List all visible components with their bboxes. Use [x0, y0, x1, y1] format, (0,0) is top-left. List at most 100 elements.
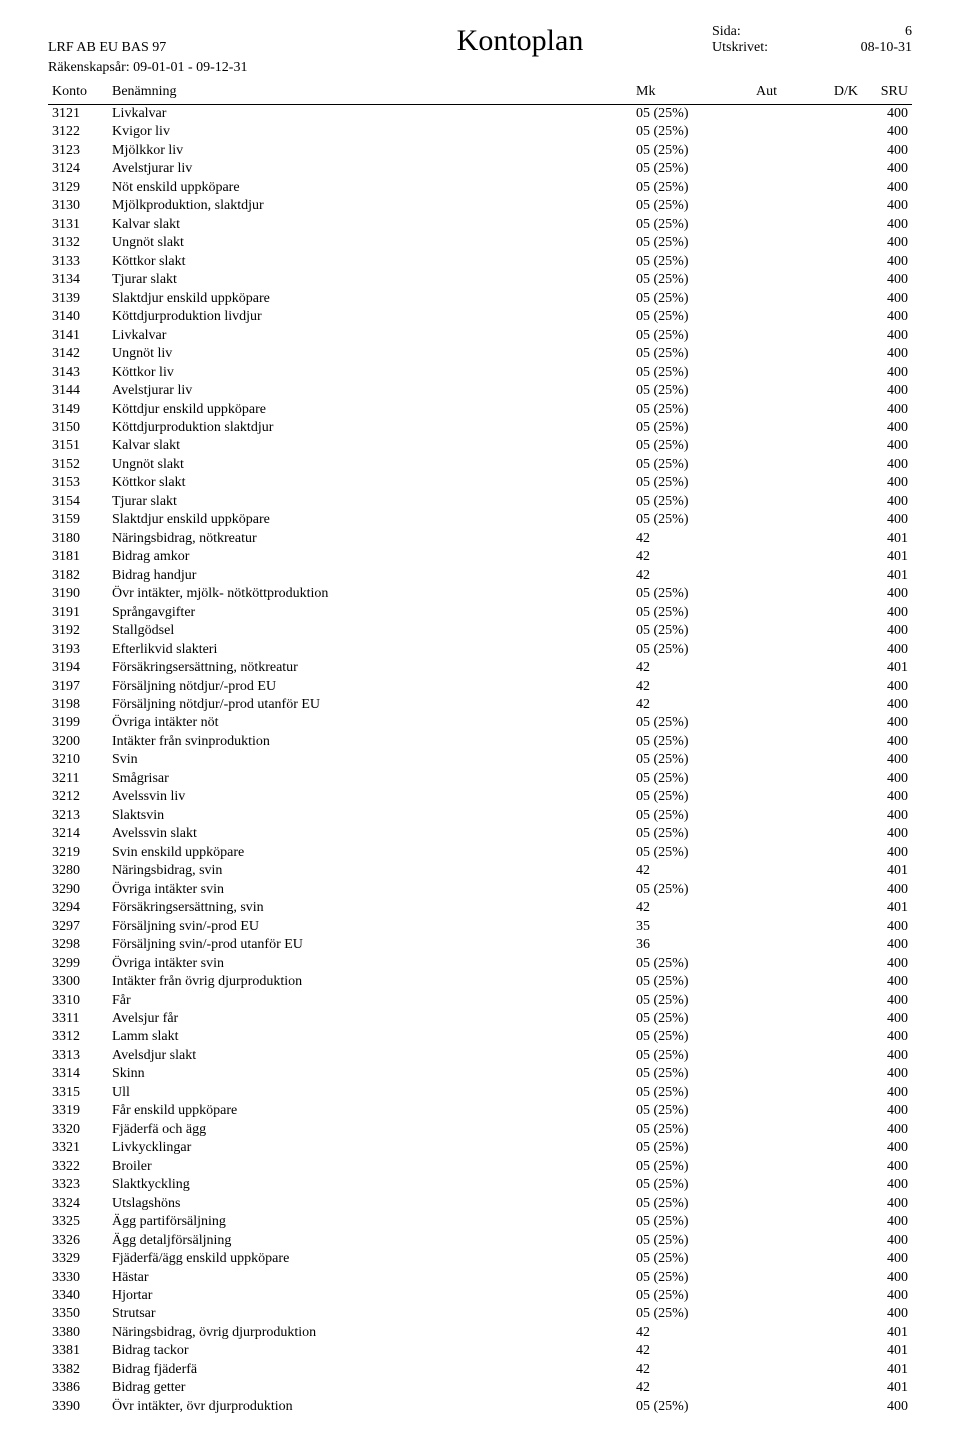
cell-benamning: Mjölkproduktion, slaktdjur — [108, 197, 632, 215]
cell-mk: 05 (25%) — [632, 1102, 752, 1120]
cell-mk: 05 (25%) — [632, 825, 752, 843]
table-row: 3122Kvigor liv05 (25%)400 — [48, 123, 912, 141]
table-row: 3313Avelsdjur slakt05 (25%)400 — [48, 1047, 912, 1065]
cell-dk — [812, 881, 862, 899]
cell-mk: 05 (25%) — [632, 179, 752, 197]
cell-mk: 05 (25%) — [632, 1287, 752, 1305]
cell-sru: 400 — [862, 918, 912, 936]
cell-mk: 05 (25%) — [632, 1398, 752, 1416]
cell-mk: 05 (25%) — [632, 1065, 752, 1083]
table-row: 3211Smågrisar05 (25%)400 — [48, 770, 912, 788]
table-row: 3300Intäkter från övrig djurproduktion05… — [48, 973, 912, 991]
cell-sru: 401 — [862, 530, 912, 548]
cell-konto: 3182 — [48, 567, 108, 585]
cell-benamning: Livkalvar — [108, 327, 632, 345]
cell-sru: 400 — [862, 123, 912, 141]
cell-sru: 400 — [862, 234, 912, 252]
cell-mk: 05 (25%) — [632, 197, 752, 215]
cell-aut — [752, 179, 812, 197]
cell-konto: 3212 — [48, 788, 108, 806]
cell-aut — [752, 197, 812, 215]
cell-mk: 05 (25%) — [632, 714, 752, 732]
cell-mk: 42 — [632, 899, 752, 917]
cell-konto: 3319 — [48, 1102, 108, 1120]
table-row: 3214Avelssvin slakt05 (25%)400 — [48, 825, 912, 843]
cell-mk: 05 (25%) — [632, 1195, 752, 1213]
cell-aut — [752, 1065, 812, 1083]
table-row: 3340Hjortar05 (25%)400 — [48, 1287, 912, 1305]
cell-konto: 3123 — [48, 142, 108, 160]
cell-aut — [752, 1176, 812, 1194]
table-row: 3299Övriga intäkter svin05 (25%)400 — [48, 955, 912, 973]
printed-label: Utskrivet: — [712, 40, 768, 56]
cell-aut — [752, 1139, 812, 1157]
cell-mk: 05 (25%) — [632, 327, 752, 345]
cell-konto: 3297 — [48, 918, 108, 936]
cell-mk: 05 (25%) — [632, 1028, 752, 1046]
table-row: 3123Mjölkkor liv05 (25%)400 — [48, 142, 912, 160]
cell-mk: 05 (25%) — [632, 493, 752, 511]
table-row: 3192Stallgödsel05 (25%)400 — [48, 622, 912, 640]
cell-dk — [812, 123, 862, 141]
cell-sru: 400 — [862, 1195, 912, 1213]
cell-sru: 401 — [862, 567, 912, 585]
table-row: 3152Ungnöt slakt05 (25%)400 — [48, 456, 912, 474]
cell-konto: 3325 — [48, 1213, 108, 1231]
cell-dk — [812, 1361, 862, 1379]
cell-sru: 400 — [862, 807, 912, 825]
cell-aut — [752, 548, 812, 566]
cell-aut — [752, 123, 812, 141]
header-meta: Sida: 6 Utskrivet: 08-10-31 — [712, 24, 912, 56]
cell-dk — [812, 327, 862, 345]
cell-dk — [812, 548, 862, 566]
cell-dk — [812, 714, 862, 732]
cell-aut — [752, 881, 812, 899]
cell-mk: 05 (25%) — [632, 1213, 752, 1231]
cell-benamning: Ägg detaljförsäljning — [108, 1232, 632, 1250]
cell-dk — [812, 179, 862, 197]
cell-benamning: Intäkter från svinproduktion — [108, 733, 632, 751]
cell-aut — [752, 918, 812, 936]
cell-konto: 3381 — [48, 1342, 108, 1360]
cell-sru: 400 — [862, 788, 912, 806]
table-row: 3129Nöt enskild uppköpare05 (25%)400 — [48, 179, 912, 197]
cell-aut — [752, 1084, 812, 1102]
cell-mk: 42 — [632, 659, 752, 677]
cell-benamning: Slaktkyckling — [108, 1176, 632, 1194]
cell-aut — [752, 696, 812, 714]
cell-aut — [752, 714, 812, 732]
cell-konto: 3149 — [48, 401, 108, 419]
cell-sru: 400 — [862, 696, 912, 714]
cell-sru: 400 — [862, 345, 912, 363]
cell-konto: 3124 — [48, 160, 108, 178]
cell-mk: 42 — [632, 1324, 752, 1342]
cell-sru: 400 — [862, 216, 912, 234]
table-row: 3191Språngavgifter05 (25%)400 — [48, 604, 912, 622]
cell-benamning: Försäljning nötdjur/-prod utanför EU — [108, 696, 632, 714]
cell-dk — [812, 197, 862, 215]
cell-dk — [812, 918, 862, 936]
cell-aut — [752, 1324, 812, 1342]
cell-aut — [752, 585, 812, 603]
cell-sru: 400 — [862, 1102, 912, 1120]
cell-dk — [812, 364, 862, 382]
table-row: 3141Livkalvar05 (25%)400 — [48, 327, 912, 345]
table-row: 3219Svin enskild uppköpare05 (25%)400 — [48, 844, 912, 862]
cell-aut — [752, 973, 812, 991]
cell-mk: 05 (25%) — [632, 751, 752, 769]
table-row: 3315Ull05 (25%)400 — [48, 1084, 912, 1102]
cell-dk — [812, 1065, 862, 1083]
cell-sru: 400 — [862, 585, 912, 603]
cell-sru: 400 — [862, 382, 912, 400]
cell-aut — [752, 327, 812, 345]
cell-benamning: Avelstjurar liv — [108, 382, 632, 400]
page-title: Kontoplan — [328, 26, 712, 56]
cell-aut — [752, 530, 812, 548]
table-row: 3320Fjäderfä och ägg05 (25%)400 — [48, 1121, 912, 1139]
cell-konto: 3150 — [48, 419, 108, 437]
cell-sru: 400 — [862, 308, 912, 326]
cell-mk: 05 (25%) — [632, 973, 752, 991]
cell-sru: 400 — [862, 936, 912, 954]
cell-sru: 400 — [862, 1047, 912, 1065]
cell-aut — [752, 1010, 812, 1028]
